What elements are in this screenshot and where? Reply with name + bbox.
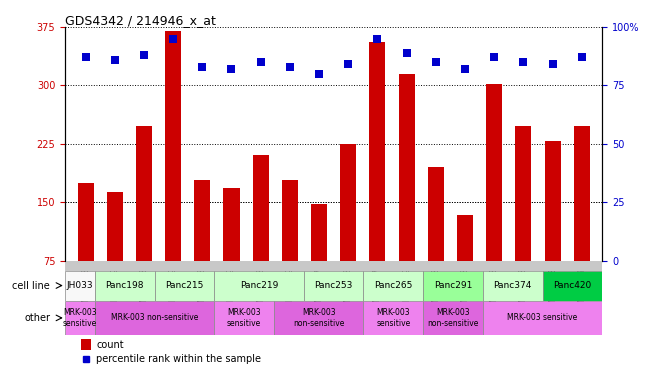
Bar: [516, 126, 531, 319]
Bar: [184, 260, 214, 270]
Bar: [486, 84, 502, 319]
Bar: [95, 301, 214, 335]
Bar: [155, 260, 184, 270]
Point: [547, 61, 558, 67]
Bar: [423, 301, 483, 335]
Bar: [214, 260, 244, 270]
Text: MRK-003
sensitive: MRK-003 sensitive: [63, 308, 97, 328]
Bar: [369, 43, 385, 319]
Bar: [311, 204, 327, 319]
Text: MRK-003
non-sensitive: MRK-003 non-sensitive: [427, 308, 478, 328]
Point: [460, 66, 470, 72]
Text: Panc265: Panc265: [374, 281, 413, 290]
Bar: [274, 301, 363, 335]
Bar: [363, 270, 423, 301]
Bar: [253, 156, 269, 319]
Bar: [282, 180, 298, 319]
Text: Panc198: Panc198: [105, 281, 144, 290]
Text: MRK-003 non-sensitive: MRK-003 non-sensitive: [111, 313, 199, 323]
Point: [284, 63, 295, 70]
Bar: [214, 270, 304, 301]
Bar: [574, 126, 590, 319]
Bar: [244, 260, 274, 270]
Bar: [483, 270, 542, 301]
Bar: [107, 192, 123, 319]
Bar: [572, 260, 602, 270]
Bar: [363, 301, 423, 335]
Text: Panc215: Panc215: [165, 281, 204, 290]
Bar: [483, 301, 602, 335]
Text: Panc253: Panc253: [314, 281, 353, 290]
Point: [314, 71, 324, 77]
Text: Panc291: Panc291: [434, 281, 472, 290]
Text: MRK-003 sensitive: MRK-003 sensitive: [507, 313, 577, 323]
Point: [80, 54, 90, 60]
Point: [139, 52, 149, 58]
Bar: [65, 260, 95, 270]
Point: [197, 63, 208, 70]
Bar: [304, 270, 363, 301]
Bar: [393, 260, 423, 270]
Bar: [340, 144, 356, 319]
Text: Panc374: Panc374: [493, 281, 532, 290]
Bar: [483, 260, 513, 270]
Point: [168, 35, 178, 41]
Bar: [223, 188, 240, 319]
Bar: [398, 74, 415, 319]
Text: other: other: [24, 313, 50, 323]
Bar: [453, 260, 483, 270]
Bar: [363, 260, 393, 270]
Bar: [77, 183, 94, 319]
Bar: [65, 301, 95, 335]
Bar: [334, 260, 363, 270]
Text: Panc420: Panc420: [553, 281, 592, 290]
Text: MRK-003
sensitive: MRK-003 sensitive: [376, 308, 410, 328]
Text: Panc219: Panc219: [240, 281, 278, 290]
Point: [227, 66, 237, 72]
Bar: [428, 167, 444, 319]
Bar: [125, 260, 155, 270]
Bar: [544, 141, 561, 319]
Text: MRK-003
sensitive: MRK-003 sensitive: [227, 308, 261, 328]
Bar: [304, 260, 333, 270]
Bar: [165, 31, 181, 319]
Point: [402, 50, 412, 56]
Point: [577, 54, 587, 60]
Text: GDS4342 / 214946_x_at: GDS4342 / 214946_x_at: [65, 14, 216, 27]
Bar: [95, 270, 155, 301]
Point: [372, 35, 383, 41]
Bar: [542, 270, 602, 301]
Bar: [542, 260, 572, 270]
Point: [518, 59, 529, 65]
Bar: [274, 260, 304, 270]
Point: [109, 56, 120, 63]
Bar: [136, 126, 152, 319]
Text: cell line: cell line: [12, 281, 50, 291]
Bar: [65, 270, 95, 301]
Point: [343, 61, 353, 67]
Bar: [513, 260, 542, 270]
Bar: [457, 215, 473, 319]
Text: MRK-003
non-sensitive: MRK-003 non-sensitive: [293, 308, 344, 328]
Text: JH033: JH033: [66, 281, 93, 290]
Point: [430, 59, 441, 65]
Bar: [214, 301, 274, 335]
Point: [489, 54, 499, 60]
Bar: [423, 270, 483, 301]
Text: percentile rank within the sample: percentile rank within the sample: [96, 354, 261, 364]
Text: count: count: [96, 339, 124, 349]
Bar: [423, 260, 453, 270]
Bar: [194, 180, 210, 319]
Bar: [95, 260, 125, 270]
Point: [255, 59, 266, 65]
Bar: [81, 339, 91, 350]
Bar: [155, 270, 214, 301]
